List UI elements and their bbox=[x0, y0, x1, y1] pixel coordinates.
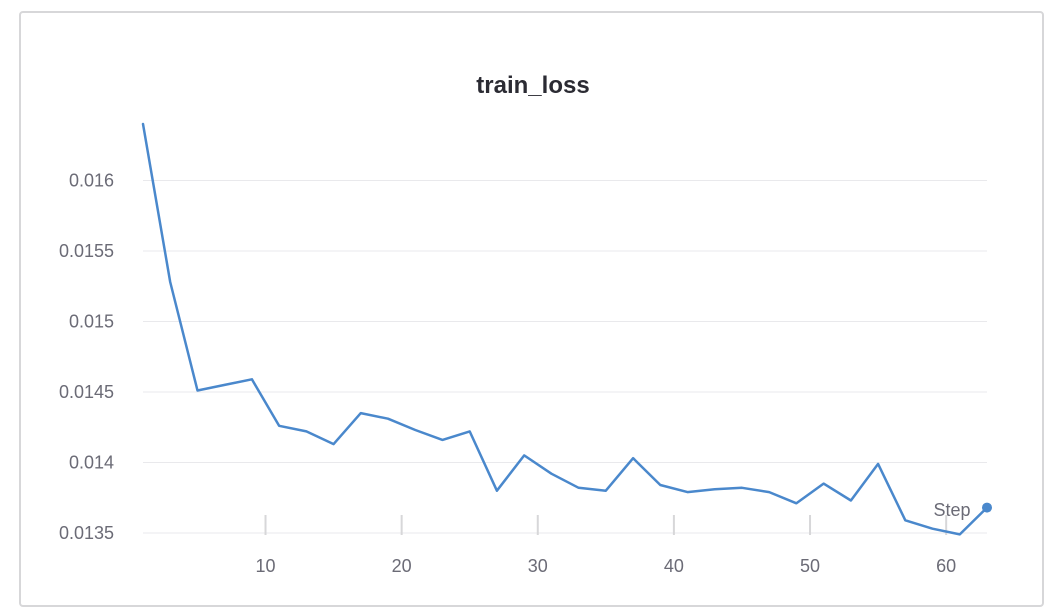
x-axis: 10 20 30 40 50 60 bbox=[256, 515, 956, 576]
series-line bbox=[141, 122, 989, 536]
x-tick-label: 20 bbox=[392, 556, 412, 576]
y-tick-label: 0.014 bbox=[69, 452, 114, 472]
x-tick-label: 50 bbox=[800, 556, 820, 576]
x-tick-label: 10 bbox=[256, 556, 276, 576]
y-tick-label: 0.0145 bbox=[59, 382, 114, 402]
series-layer bbox=[141, 122, 992, 536]
chart-title: train_loss bbox=[476, 72, 589, 99]
y-axis: 0.0135 0.014 0.0145 0.015 0.0155 0.016 bbox=[59, 170, 114, 543]
series-end-point bbox=[982, 502, 992, 513]
x-axis-label: Step bbox=[933, 500, 970, 520]
grid-layer bbox=[143, 179, 987, 534]
y-tick-label: 0.0155 bbox=[59, 241, 114, 261]
chart-panel bbox=[19, 11, 1044, 607]
x-tick-label: 30 bbox=[528, 556, 548, 576]
y-tick-label: 0.016 bbox=[69, 170, 114, 190]
y-tick-label: 0.015 bbox=[69, 311, 114, 331]
x-tick-label: 60 bbox=[936, 556, 956, 576]
x-tick-label: 40 bbox=[664, 556, 684, 576]
y-tick-label: 0.0135 bbox=[59, 523, 114, 543]
